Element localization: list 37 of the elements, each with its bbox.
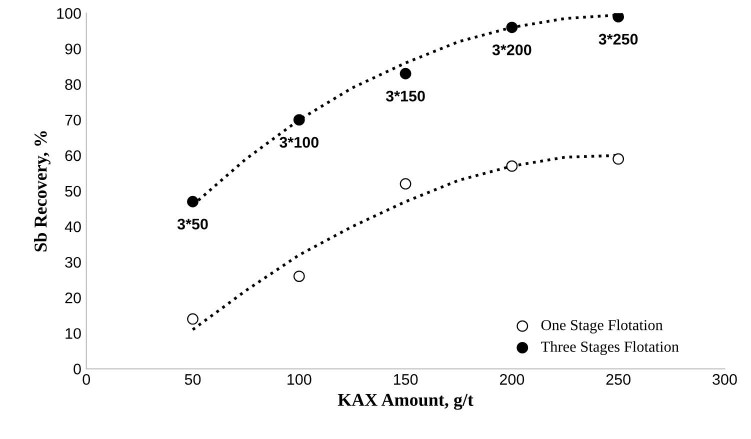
- y-axis-title: Sb Recovery, %: [34, 131, 50, 252]
- point: [400, 68, 412, 80]
- x-tick-label: 100: [288, 374, 312, 385]
- annotation: 3*100: [280, 136, 318, 148]
- x-tick-label: 300: [712, 374, 737, 385]
- x-tick-label: 150: [394, 374, 418, 385]
- point: [293, 270, 305, 282]
- point: [612, 13, 624, 22]
- legend-label: Three Stages Flotation: [541, 341, 679, 356]
- point: [612, 153, 624, 165]
- x-tick-label: 200: [500, 374, 524, 385]
- point: [506, 22, 518, 34]
- y-tick-label: 10: [66, 328, 81, 339]
- y-tick-label: 90: [65, 44, 81, 54]
- annotation: 3*150: [386, 90, 425, 102]
- y-tick-label: 40: [64, 221, 81, 232]
- x-tick-label: 250: [606, 374, 630, 385]
- x-tick-label: 0: [82, 374, 90, 385]
- y-tick-label: 70: [65, 114, 81, 126]
- y-tick-label: 60: [65, 150, 81, 162]
- legend-label: One Stage Flotation: [541, 319, 663, 334]
- y-tick-label: 50: [65, 186, 81, 197]
- y-tick-label: 30: [65, 256, 81, 268]
- annotation: 3*50: [177, 218, 208, 230]
- point: [506, 160, 518, 172]
- annotation: 3*250: [598, 34, 638, 45]
- point: [293, 114, 305, 126]
- point: [187, 196, 198, 208]
- x-tick-label: 50: [184, 374, 201, 385]
- y-tick-label: 0: [74, 364, 81, 374]
- y-tick-label: 80: [65, 79, 81, 90]
- x-axis-title: KAX Amount, g/t: [338, 394, 474, 410]
- annotation: 3*200: [492, 44, 532, 56]
- point: [187, 313, 198, 325]
- y-tick-label: 20: [65, 292, 81, 304]
- y-tick-label: 100: [57, 8, 81, 19]
- point: [400, 178, 412, 190]
